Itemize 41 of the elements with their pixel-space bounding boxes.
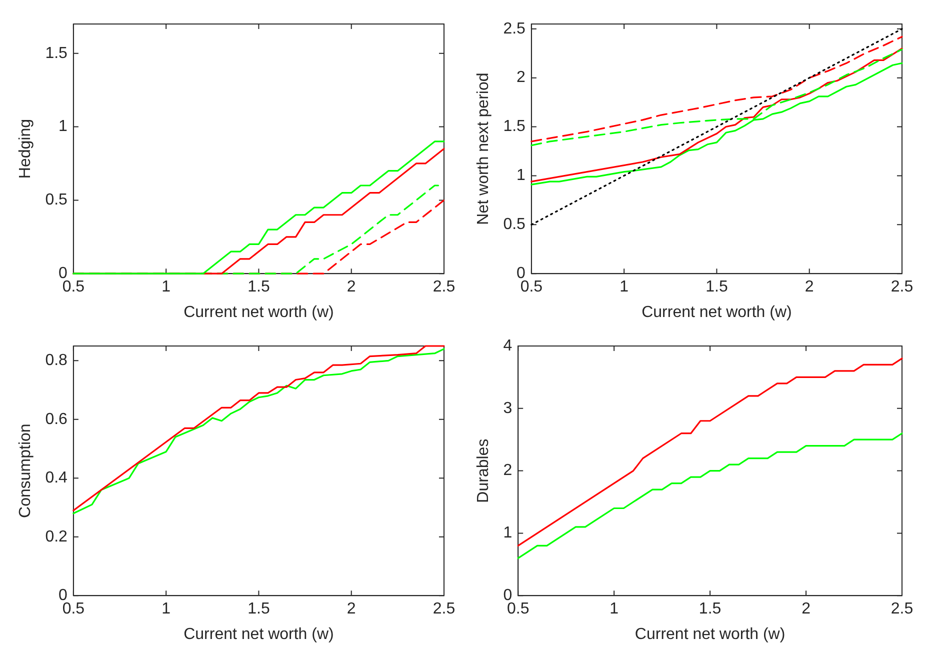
x-tick-label: 2 bbox=[346, 600, 356, 618]
x-tick-label: 1 bbox=[162, 278, 171, 296]
y-tick-label: 0.4 bbox=[45, 470, 68, 487]
x-tick-label: 1.5 bbox=[706, 278, 728, 296]
y-tick-label: 0.5 bbox=[45, 192, 68, 209]
x-tick-label: 2.5 bbox=[432, 278, 456, 296]
y-tick-label: 0.6 bbox=[45, 410, 68, 428]
x-tick-label: 1 bbox=[610, 600, 619, 618]
x-tick-label: 1.5 bbox=[248, 600, 270, 618]
x-tick-label: 2.5 bbox=[890, 600, 914, 618]
y-tick-label: 2.5 bbox=[503, 20, 526, 38]
x-tick-label: 1 bbox=[620, 278, 629, 296]
y-tick-label: 1 bbox=[516, 167, 526, 184]
y-tick-label: 0.2 bbox=[45, 528, 68, 546]
y-tick-label: 1 bbox=[58, 118, 68, 136]
x-tick-label: 2 bbox=[804, 278, 814, 296]
x-axis-title: Current net worth (w) bbox=[184, 626, 334, 643]
x-tick-label: 2.5 bbox=[890, 278, 914, 296]
x-axis-title: Current net worth (w) bbox=[642, 304, 792, 321]
x-tick-label: 1.5 bbox=[698, 600, 722, 618]
y-axis-title: Hedging bbox=[17, 118, 34, 179]
y-axis-title: Consumption bbox=[17, 424, 34, 518]
x-tick-label: 1 bbox=[162, 600, 171, 618]
y-tick-label: 1 bbox=[503, 524, 512, 542]
y-tick-label: 0.5 bbox=[503, 216, 526, 234]
x-tick-label: 2 bbox=[346, 278, 356, 296]
y-tick-label: 1.5 bbox=[45, 44, 68, 62]
x-tick-label: 2 bbox=[802, 600, 811, 618]
x-axis-title: Current net worth (w) bbox=[634, 626, 786, 643]
y-tick-label: 0.8 bbox=[45, 352, 68, 370]
line-series bbox=[530, 36, 903, 142]
y-tick-label: 2 bbox=[503, 462, 512, 480]
y-tick-label: 4 bbox=[503, 337, 512, 354]
x-axis-title: Current net worth (w) bbox=[184, 304, 334, 321]
x-tick-label: 2.5 bbox=[432, 600, 456, 618]
y-tick-label: 2 bbox=[516, 69, 526, 86]
y-tick-label: 3 bbox=[503, 400, 512, 417]
x-tick-label: 1.5 bbox=[248, 278, 270, 296]
y-axis-title: Durables bbox=[475, 438, 492, 503]
y-axis-title: Net worth next period bbox=[475, 72, 492, 225]
y-tick-label: 1.5 bbox=[503, 118, 526, 136]
